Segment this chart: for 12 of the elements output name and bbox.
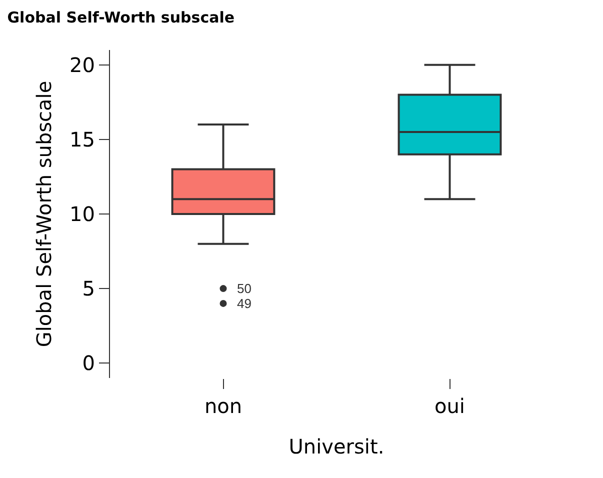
y-tick-label: 0 bbox=[82, 351, 95, 376]
chart-title: Global Self-Worth subscale bbox=[7, 8, 235, 26]
annotation: 50 bbox=[237, 281, 252, 296]
x-tick-label: oui bbox=[434, 394, 465, 418]
y-axis-title: Global Self-Worth subscale bbox=[32, 80, 56, 348]
x-tick-label: non bbox=[204, 394, 242, 418]
y-tick-label: 15 bbox=[70, 127, 95, 152]
y-tick-label: 20 bbox=[70, 52, 95, 77]
y-tick-label: 10 bbox=[70, 202, 95, 226]
annotation: 49 bbox=[237, 296, 252, 311]
x-axis-title: Universit. bbox=[288, 434, 384, 458]
y-tick-label: 5 bbox=[82, 276, 95, 301]
